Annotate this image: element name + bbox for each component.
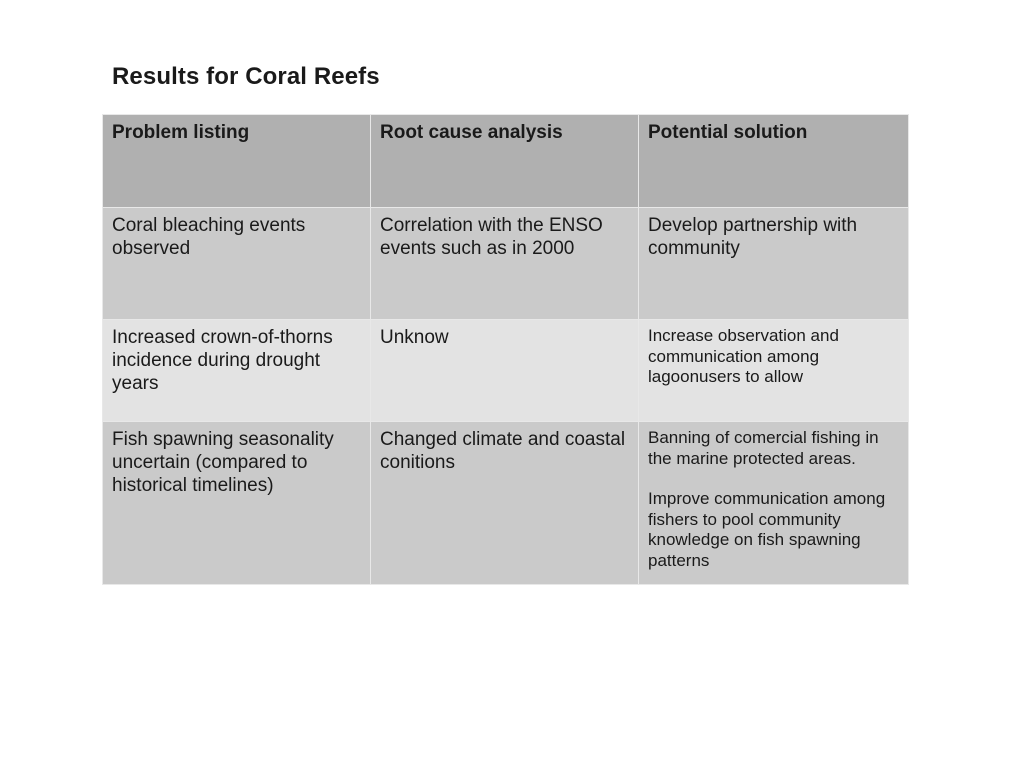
- solution-text: Banning of comercial fishing in the mari…: [648, 428, 879, 468]
- solution-cell: Increase observation and communication a…: [638, 319, 909, 422]
- solution-cell: Banning of comercial fishing in the mari…: [638, 421, 909, 585]
- table-row: Coral bleaching events observed Correlat…: [102, 207, 909, 320]
- solution-text: Improve communication among fishers to p…: [648, 489, 886, 570]
- header-problem-listing: Problem listing: [102, 114, 371, 208]
- cause-cell: Changed climate and coastal conitions: [370, 421, 639, 585]
- table-header-row: Problem listing Root cause analysis Pote…: [102, 114, 909, 208]
- slide-title: Results for Coral Reefs: [112, 63, 380, 90]
- solution-cell: Develop partnership with community: [638, 207, 909, 320]
- solution-text: Increase observation and communication a…: [648, 326, 839, 386]
- cause-cell: Unknow: [370, 319, 639, 422]
- table-row: Increased crown-of-thorns incidence duri…: [102, 319, 909, 422]
- header-potential-solution: Potential solution: [638, 114, 909, 208]
- header-root-cause-analysis: Root cause analysis: [370, 114, 639, 208]
- cause-cell: Correlation with the ENSO events such as…: [370, 207, 639, 320]
- table-row: Fish spawning seasonality uncertain (com…: [102, 421, 909, 585]
- results-table: Problem listing Root cause analysis Pote…: [102, 114, 909, 585]
- problem-cell: Increased crown-of-thorns incidence duri…: [102, 319, 371, 422]
- problem-cell: Fish spawning seasonality uncertain (com…: [102, 421, 371, 585]
- problem-cell: Coral bleaching events observed: [102, 207, 371, 320]
- solution-text: Develop partnership with community: [648, 215, 858, 259]
